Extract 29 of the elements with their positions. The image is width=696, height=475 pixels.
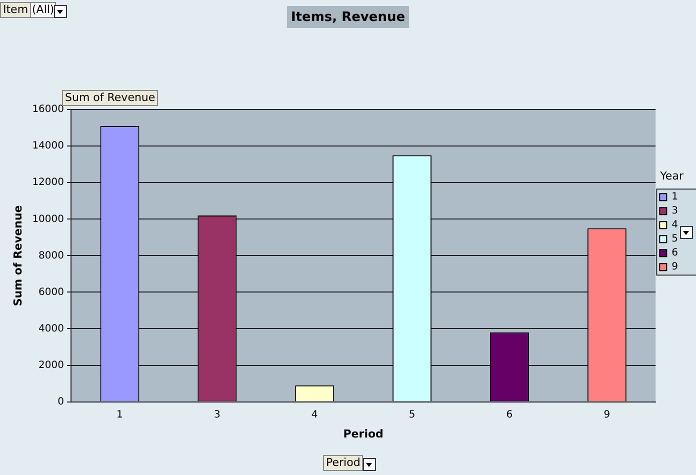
y-tick-label: 4000: [38, 323, 64, 334]
y-tick-label: 16000: [32, 104, 64, 116]
legend-title: Year: [659, 169, 684, 182]
x-tick-label: 3: [214, 409, 220, 420]
x-tick-label: 6: [506, 409, 513, 420]
text: (All): [30, 2, 56, 18]
x-tick-label: 4: [311, 409, 318, 420]
legend-label: 4: [672, 220, 678, 231]
text: Item: [0, 2, 32, 18]
legend-label: 5: [672, 234, 678, 245]
text: Sum of Revenue: [62, 90, 158, 106]
y-tick-label: 12000: [32, 177, 64, 188]
legend-label: 6: [672, 248, 678, 259]
y-tick-label: 14000: [32, 140, 64, 152]
y-axis-title: Sum of Revenue: [11, 205, 24, 306]
x-tick-label: 1: [116, 409, 123, 420]
legend-label: 3: [672, 206, 678, 217]
chart-title: Items, Revenue: [290, 10, 406, 26]
text: Period: [323, 455, 364, 471]
y-tick-label: 6000: [38, 286, 64, 298]
x-tick-label: 5: [408, 409, 416, 420]
y-tick-label: 8000: [38, 250, 64, 262]
y-tick-label: 2000: [38, 360, 64, 371]
legend-label: 9: [672, 262, 678, 273]
x-tick-label: 9: [604, 409, 610, 420]
y-tick-label: 10000: [32, 214, 64, 225]
y-tick-label: 0: [58, 396, 64, 408]
legend-label: 1: [672, 192, 678, 203]
x-axis-title: Period: [343, 427, 384, 440]
